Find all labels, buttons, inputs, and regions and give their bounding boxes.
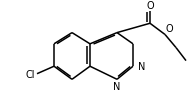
Text: O: O [146, 1, 154, 10]
Text: N: N [113, 82, 121, 92]
Text: N: N [138, 62, 145, 72]
Text: Cl: Cl [26, 69, 35, 79]
Text: O: O [166, 24, 174, 34]
